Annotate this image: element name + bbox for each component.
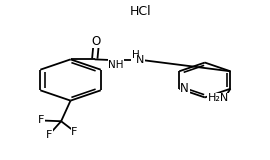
Text: HCl: HCl: [130, 5, 151, 18]
Text: O: O: [92, 35, 101, 48]
Text: H: H: [132, 50, 139, 60]
Text: H₂N: H₂N: [208, 93, 229, 103]
Text: N: N: [180, 82, 189, 95]
Text: N: N: [136, 55, 144, 65]
Text: F: F: [46, 130, 52, 140]
Text: F: F: [38, 116, 44, 125]
Text: F: F: [71, 127, 78, 136]
Text: NH: NH: [109, 60, 124, 70]
